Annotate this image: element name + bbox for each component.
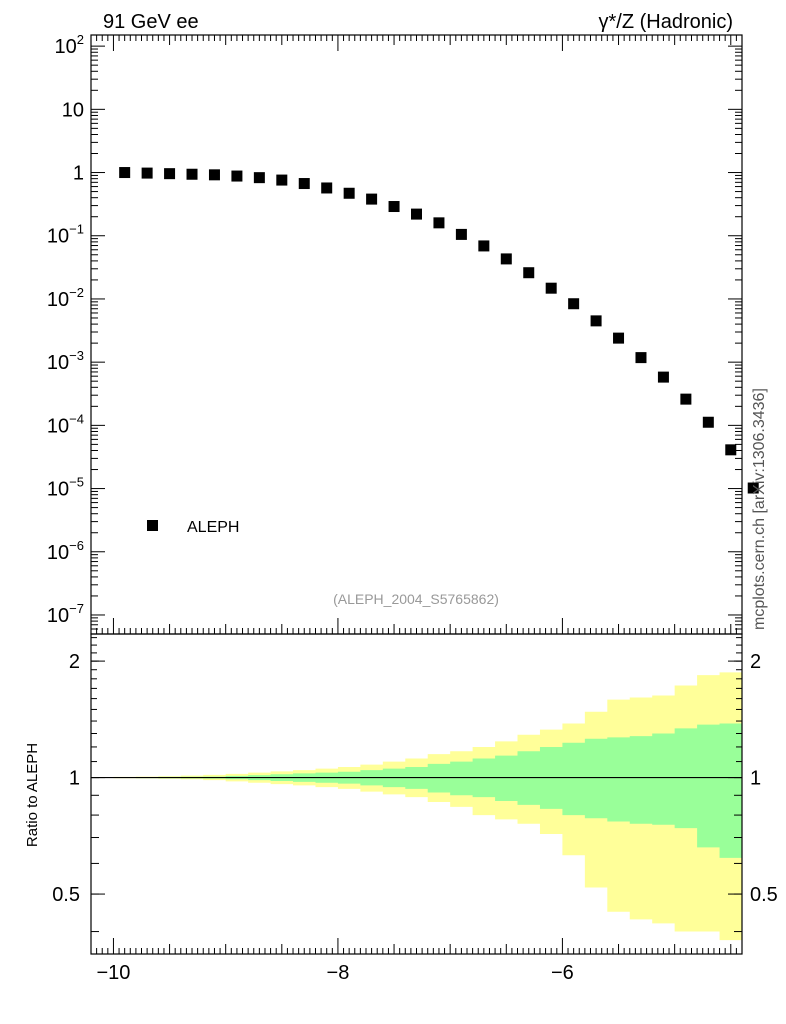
data-point [657,371,669,383]
main-y-tick-label: 10−6 [47,538,84,564]
ratio-y-axis-label: Ratio to ALEPH [24,743,41,847]
ratio-band-outer-area [113,634,743,954]
data-point [702,416,714,428]
side-label: mcplots.cern.ch [arXiv:1306.3436] [751,388,768,630]
data-point [455,228,467,240]
data-point [298,178,310,190]
data-point [231,170,243,182]
ratio-y-tick-label-left: 2 [69,651,80,673]
data-point [411,208,422,220]
data-point [186,168,198,180]
data-point [343,187,355,199]
data-point [635,352,647,364]
data-point [500,253,512,265]
ratio-y-tick-label-left: 1 [69,768,80,790]
main-y-tick-label: 10−2 [47,285,84,311]
data-point [164,168,176,180]
data-point [388,201,400,213]
data-point [545,282,557,294]
ratio-y-tick-label-right: 1 [750,768,761,790]
main-y-tick-label: 102 [55,32,84,58]
ratio-y-tick-label-left: 0.5 [52,884,80,906]
main-frame [90,34,743,635]
data-point [613,332,625,344]
main-y-tick-label: 10−7 [47,601,84,627]
data-point [680,393,692,405]
right-title: γ*/Z (Hadronic) [599,11,733,33]
main-markers [119,167,759,494]
analysis-id: (ALEPH_2004_S5765862) [333,591,499,607]
data-point [747,482,759,494]
data-point [523,267,535,279]
data-point [590,315,602,327]
main-y-tick-label: 10−1 [47,222,84,248]
data-point [478,240,490,252]
legend-label: ALEPH [187,519,239,536]
x-tick-label: −8 [327,962,350,984]
x-tick-label: −10 [96,962,130,984]
data-point [276,174,288,186]
data-point [725,444,737,456]
data-point [208,169,220,181]
data-point [321,182,333,194]
ratio-y-tick-label-right: 0.5 [750,884,778,906]
data-point [433,217,445,229]
main-y-tick-label: 10−3 [47,348,84,374]
ratio-band-inner-area [113,634,743,954]
tick-labels: 102 10 1 10−1 10−2 10−3 10−4 10−5 10−6 10−7 −10 −8 −… [47,32,778,984]
ratio-band-inner [113,634,743,954]
data-point [141,167,153,179]
data-point [568,298,580,310]
ratio-y-tick-label-right: 2 [750,651,761,673]
main-y-tick-label: 10 [62,99,84,121]
data-point [119,167,131,179]
x-tick-label: −6 [551,962,574,984]
ratio-frame [90,633,743,955]
left-title: 91 GeV ee [103,11,199,33]
main-y-tick-label: 10−4 [47,411,84,437]
legend-marker [147,520,158,531]
data-point [366,193,378,205]
data-point [253,172,265,184]
ratio-band-outer [113,634,743,954]
main-y-tick-label: 1 [73,163,84,185]
main-y-tick-label: 10−5 [47,475,84,501]
